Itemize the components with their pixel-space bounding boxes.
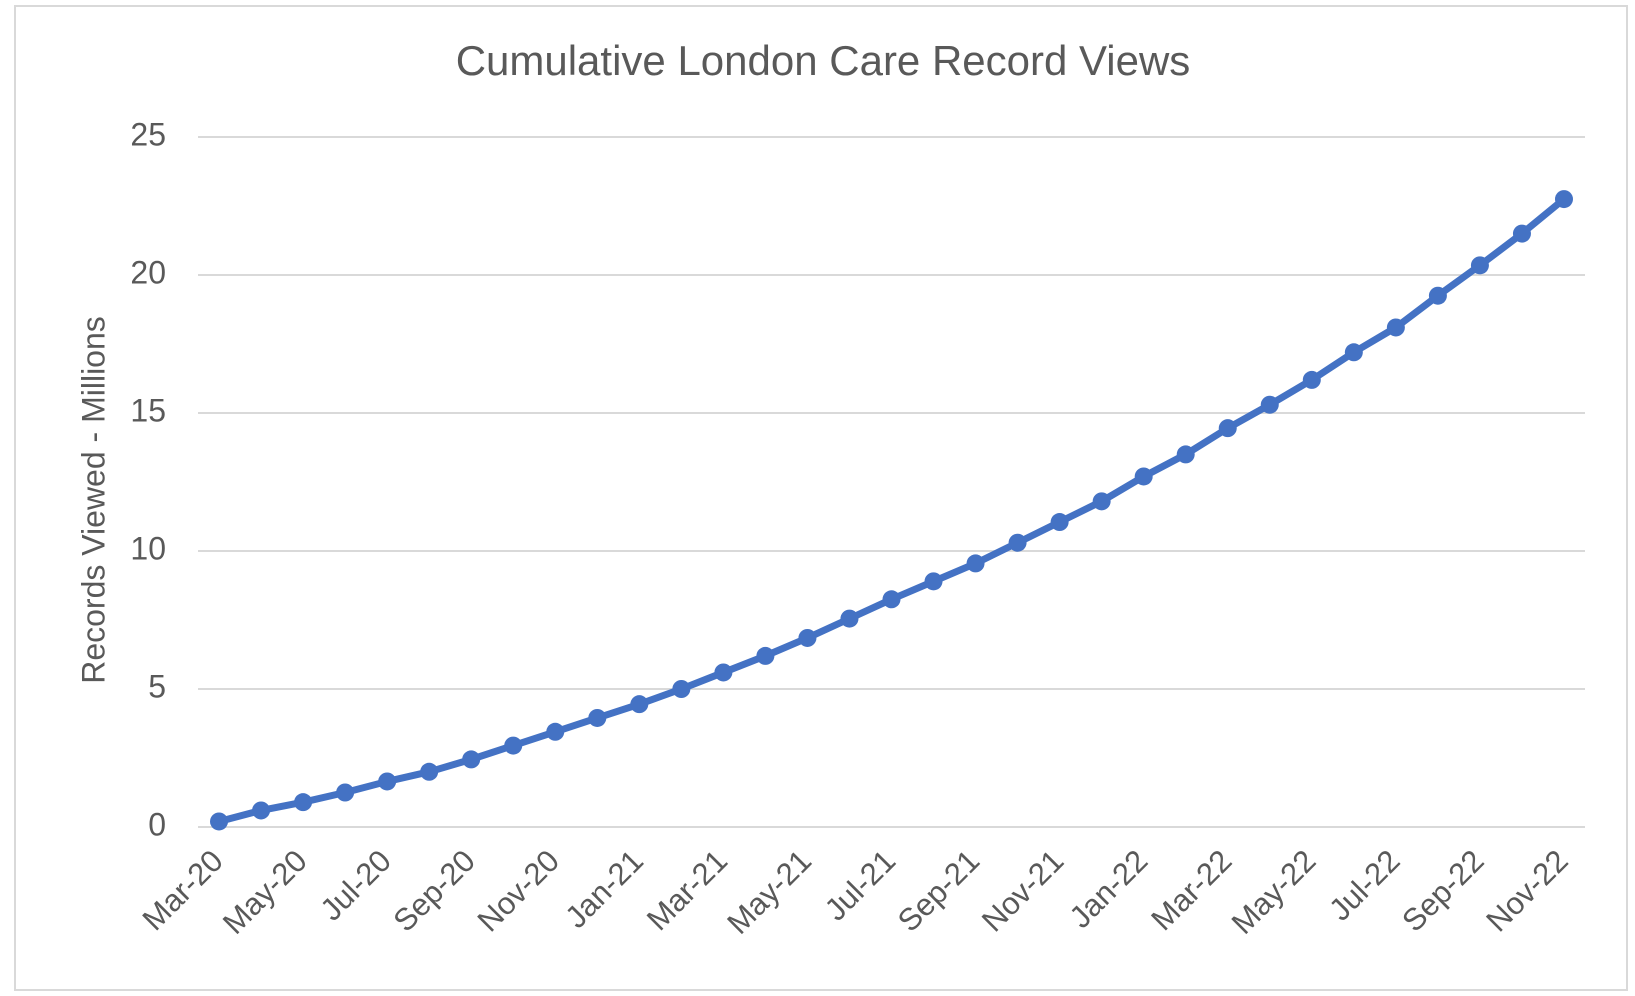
y-tick-label: 5 — [148, 668, 166, 704]
data-point — [1386, 318, 1405, 337]
data-point — [252, 801, 271, 820]
chart-border — [14, 5, 1628, 991]
chart-title: Cumulative London Care Record Views — [456, 37, 1191, 84]
data-point — [1428, 286, 1447, 305]
y-tick-label: 15 — [130, 392, 166, 428]
data-point — [294, 793, 313, 812]
data-point — [798, 628, 817, 647]
data-point — [924, 572, 943, 591]
data-point — [1176, 445, 1195, 464]
data-point — [1050, 513, 1069, 532]
data-point — [1344, 343, 1363, 362]
data-point — [966, 554, 985, 573]
data-point — [1302, 370, 1321, 389]
data-point — [588, 708, 607, 727]
data-point — [1134, 467, 1153, 486]
y-axis-label: Records Viewed - Millions — [75, 316, 111, 684]
data-point — [1470, 256, 1489, 275]
data-point — [546, 722, 565, 741]
data-point — [1554, 190, 1573, 209]
y-tick-label: 25 — [130, 116, 166, 152]
data-point — [210, 812, 229, 831]
data-point — [714, 663, 733, 682]
y-tick-label: 20 — [130, 254, 166, 290]
data-point — [1512, 224, 1531, 243]
data-point — [504, 736, 523, 755]
data-point — [1092, 492, 1111, 511]
data-point — [462, 750, 481, 769]
data-point — [336, 783, 355, 802]
data-point — [420, 762, 439, 781]
data-point — [1260, 395, 1279, 414]
data-point — [882, 590, 901, 609]
data-point — [630, 695, 649, 714]
y-tick-label: 0 — [148, 806, 166, 842]
data-point — [1008, 533, 1027, 552]
data-point — [756, 646, 775, 665]
y-tick-label: 10 — [130, 530, 166, 566]
data-point — [840, 609, 859, 628]
data-point — [672, 680, 691, 698]
data-point — [1218, 419, 1237, 438]
data-point — [378, 772, 397, 791]
